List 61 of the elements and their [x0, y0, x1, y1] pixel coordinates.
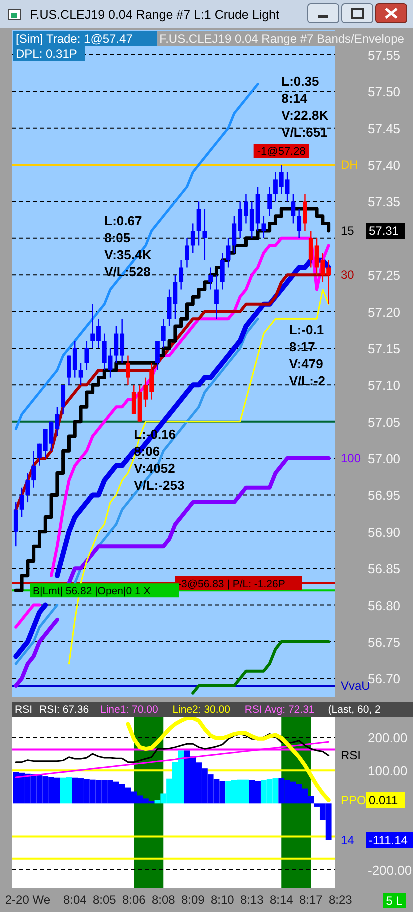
- x-tick-label: 8:08: [152, 893, 176, 907]
- y-tick-label: 57.50: [368, 84, 401, 100]
- series-label: RSI: [341, 748, 362, 763]
- annotation: L:0.35 8:14 V:22.8K V/L:651: [282, 74, 330, 140]
- y-tick-label: 56.70: [368, 672, 401, 687]
- series-label: 30: [341, 268, 355, 282]
- y-tick-label: 56.95: [368, 488, 401, 504]
- text: 57.31: [369, 224, 400, 238]
- order-tag: B|Lmt| 56.82 |Open|0 1 X: [30, 584, 179, 598]
- annotation: DPL: 0.31P: [16, 47, 78, 61]
- x-tick-label: 8:23: [328, 893, 353, 907]
- text: (Last, 60, 2: [328, 704, 381, 716]
- text: RSI Avg: 72.31: [244, 704, 315, 716]
- y-tick-label: 57.20: [368, 304, 401, 320]
- legend-label: 15: [341, 224, 355, 238]
- y-tick-label: 57.35: [368, 194, 401, 210]
- x-tick-label: 8:14: [270, 893, 294, 907]
- order-tag: -3@56.83 | P/L: -1.26P: [175, 576, 302, 590]
- x-tick-label: 8:09: [181, 893, 206, 907]
- x-tick-label: 8:13: [240, 893, 264, 907]
- y-tick-label: 56.75: [368, 634, 401, 650]
- y-tick-label: -200.00: [368, 862, 412, 878]
- chart-title: RSI: [15, 704, 33, 716]
- y-tick-label: 56.85: [368, 562, 401, 577]
- x-tick-label: 8:06: [122, 893, 146, 907]
- y-tick-label: 57.25: [368, 268, 401, 284]
- y-tick-label: 57.15: [368, 341, 401, 356]
- y-tick-label: 57.10: [368, 378, 401, 394]
- text: -111.14: [369, 833, 408, 848]
- ref-line-label: DH: [341, 158, 358, 172]
- annotation: -1@57.28: [257, 146, 306, 158]
- annotation: L:-0.1 8:17 V:479 V/L:-2: [289, 322, 326, 388]
- text: RSI: 67.36: [40, 704, 90, 716]
- x-tick-label: 8:10: [210, 893, 235, 907]
- annotation: L:0.67 8:05 V:35.4K V/L:528: [104, 213, 152, 280]
- text: 0.011: [369, 793, 398, 808]
- annotation: F.US.CLEJ19 0.04 Range #7 Bands/Envelope: [160, 32, 405, 46]
- y-tick-label: 200.00: [368, 730, 408, 746]
- text: 5 L: [386, 894, 404, 908]
- y-tick-label: 56.80: [368, 598, 401, 614]
- x-tick-label: 8:04: [63, 893, 88, 907]
- y-tick-label: 100.00: [368, 764, 408, 779]
- y-tick-label: 57.55: [368, 48, 401, 63]
- chart-title: F.US.CLEJ19 0.04 Range #7 L:1 Crude Light: [30, 8, 280, 22]
- text: Line1: 70.00: [100, 704, 158, 716]
- legend-label: 14: [341, 833, 355, 848]
- x-tick-label: 8:17: [299, 893, 324, 907]
- ref-line-label: VvaU: [341, 678, 370, 693]
- ref-line-label: B|Lmt| 56.82 |Open|0 1 X: [33, 586, 151, 598]
- y-tick-label: 57.00: [368, 452, 401, 467]
- chart-subtitle: [Sim] Trade: 1@57.47: [16, 32, 134, 46]
- y-tick-label: 57.45: [368, 121, 401, 136]
- y-tick-label: 57.40: [368, 158, 401, 174]
- ref-line-label: -3@56.83 | P/L: -1.26P: [178, 578, 286, 590]
- series-label: 100: [341, 452, 362, 466]
- y-tick-label: 56.90: [368, 524, 401, 540]
- x-tick-label: 2-20 We: [5, 893, 51, 907]
- y-tick-label: 57.05: [368, 414, 401, 430]
- legend-label: PPO: [341, 793, 366, 808]
- x-tick-label: 8:05: [92, 893, 117, 907]
- text: Line2: 30.00: [172, 704, 231, 716]
